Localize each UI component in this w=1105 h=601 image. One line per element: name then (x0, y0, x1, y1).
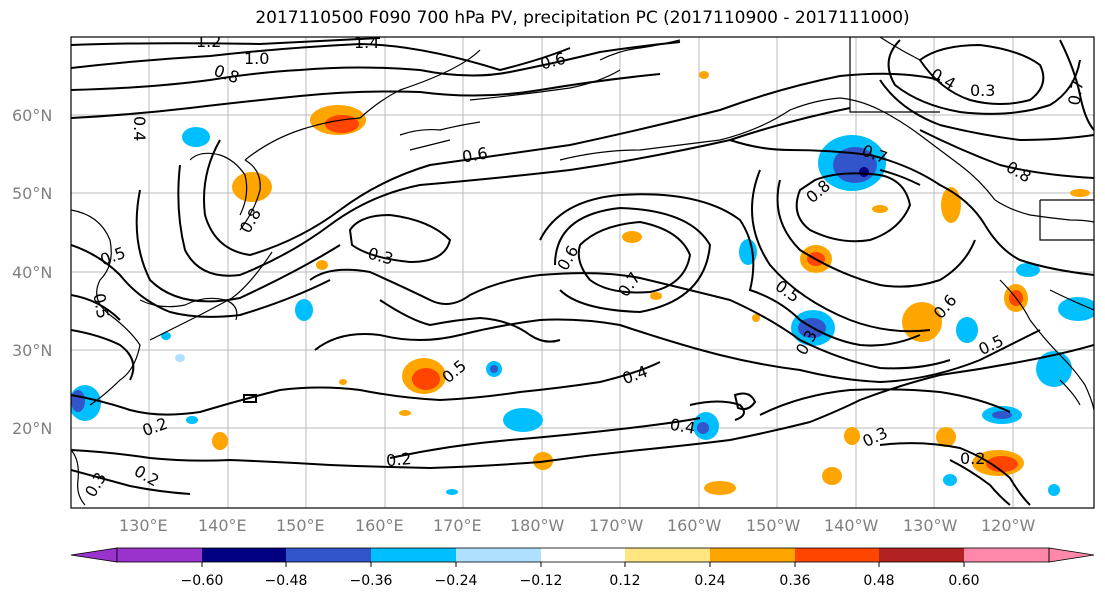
latitude-axis: 60°N 50°N 40°N 30°N 20°N (12, 106, 52, 438)
colorbar-tick-label: 0.48 (863, 573, 894, 589)
precip-positive (339, 379, 347, 385)
precip-negative (182, 127, 210, 147)
precip-positive (872, 205, 888, 213)
precip-positive (316, 260, 328, 270)
precip-negative (1036, 351, 1072, 387)
contour-label: 0.2 (960, 449, 985, 468)
colorbar-tick-label: −0.60 (181, 573, 224, 589)
precip-negative (71, 390, 85, 412)
precip-negative (503, 408, 543, 432)
precip-positive (936, 427, 956, 447)
precip-negative (697, 422, 709, 434)
contour-label: 0.5 (89, 292, 112, 320)
colorbar-segment (964, 548, 1049, 562)
colorbar-tick-label: −0.36 (350, 573, 393, 589)
colorbar-outline (116, 547, 1050, 563)
precip-positive (232, 172, 272, 202)
colorbar-segment (117, 548, 202, 562)
precip-negative (490, 365, 498, 373)
colorbar-segment (286, 548, 371, 562)
precip-positive (1070, 189, 1090, 197)
precip-negative (943, 474, 957, 486)
contour-label: 0.3 (970, 81, 995, 100)
precip-positive (986, 456, 1018, 472)
lon-label: 170°E (433, 516, 482, 535)
lat-label: 50°N (12, 184, 52, 203)
precip-negative (446, 489, 458, 495)
lon-label: 120°W (981, 516, 1036, 535)
precip-positive (412, 368, 440, 390)
precip-positive (650, 292, 662, 300)
lon-label: 150°W (746, 516, 801, 535)
precip-positive (622, 231, 642, 243)
contour-label: 0.4 (130, 116, 149, 141)
colorbar-tick-label: −0.48 (265, 573, 308, 589)
colorbar-segment (879, 548, 964, 562)
precip-negative (992, 411, 1012, 419)
colorbar: −0.60 −0.48 −0.36 −0.24 −0.12 0.12 0.24 … (70, 547, 1095, 589)
contour-label: 1.2 (196, 32, 221, 51)
contour-label: 1.4 (354, 33, 379, 52)
precip-positive (752, 314, 760, 322)
precip-positive (699, 71, 709, 79)
lat-label: 30°N (12, 341, 52, 360)
precip-negative (295, 299, 313, 321)
precip-positive (941, 187, 961, 223)
precip-positive (212, 432, 228, 450)
lon-label: 140°E (198, 516, 247, 535)
lon-label: 160°E (355, 516, 404, 535)
lat-label: 60°N (12, 106, 52, 125)
colorbar-tick-label: 0.12 (609, 573, 640, 589)
colorbar-tick-label: 0.24 (694, 573, 725, 589)
precip-negative (956, 317, 978, 343)
precip-negative (161, 332, 171, 340)
precip-negative (175, 354, 185, 362)
colorbar-tick-label: 0.60 (948, 573, 979, 589)
contour-label: 0.2 (385, 449, 412, 470)
precip-positive (399, 410, 411, 416)
map-title: 2017110500 F090 700 hPa PV, precipitatio… (255, 8, 910, 28)
map-frame (70, 36, 1095, 509)
lon-label: 160°W (667, 516, 722, 535)
precip-positive (844, 427, 860, 445)
colorbar-segment (371, 548, 456, 562)
precip-negative (1016, 263, 1040, 277)
contour-label: 0.4 (668, 415, 696, 438)
lon-label: 170°W (589, 516, 644, 535)
lat-label: 20°N (12, 419, 52, 438)
lon-label: 180°W (510, 516, 565, 535)
colorbar-extend-max (1048, 547, 1095, 563)
precip-negative (186, 416, 198, 424)
colorbar-tick-label: −0.24 (435, 573, 478, 589)
contour-label: 0.7 (1064, 78, 1087, 106)
precip-positive (704, 481, 736, 495)
lon-label: 150°E (276, 516, 325, 535)
colorbar-segment (456, 548, 541, 562)
precip-negative (739, 239, 757, 265)
precip-negative (1058, 297, 1094, 321)
lon-label: 130°E (119, 516, 168, 535)
colorbar-segment (710, 548, 795, 562)
colorbar-segment (541, 548, 625, 562)
lon-label: 140°W (824, 516, 879, 535)
precip-negative (859, 167, 869, 177)
longitude-axis: 130°E 140°E 150°E 160°E 170°E 180°W 170°… (119, 516, 1036, 535)
lat-label: 40°N (12, 263, 52, 282)
precip-positive (325, 115, 359, 133)
pv-contours (71, 37, 1094, 506)
contour-label: 0.6 (461, 143, 489, 166)
coastlines (71, 37, 1094, 506)
colorbar-segment (795, 548, 879, 562)
lon-label: 130°W (903, 516, 958, 535)
colorbar-tick-label: −0.12 (520, 573, 563, 589)
colorbar-tick-label: 0.36 (779, 573, 810, 589)
precip-positive (822, 467, 842, 485)
contour-label: 1.0 (244, 49, 269, 68)
colorbar-segment (625, 548, 710, 562)
colorbar-segment (202, 548, 286, 562)
precip-negative (1048, 484, 1060, 496)
colorbar-extend-min (70, 547, 118, 563)
